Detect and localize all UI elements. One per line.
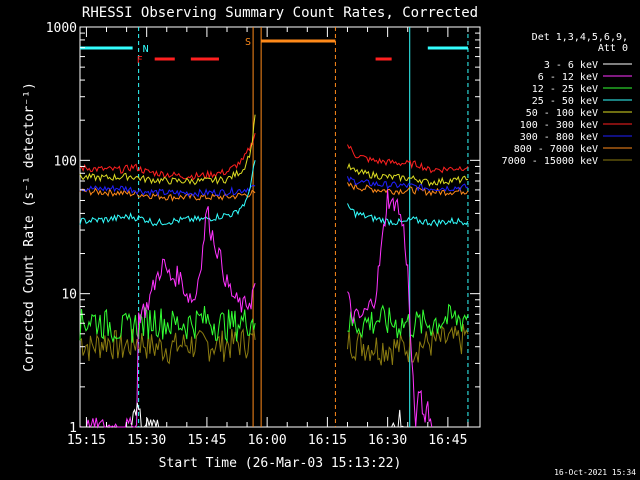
- legend-label-3: 25 - 50 keV: [532, 96, 598, 107]
- x-axis-label: Start Time (26-Mar-03 15:13:22): [159, 456, 402, 471]
- legend-label-4: 50 - 100 keV: [526, 108, 598, 119]
- x-tick-label-5: 16:30: [368, 433, 407, 448]
- legend-label-1: 6 - 12 keV: [538, 72, 598, 83]
- x-axis: 15:15 15:30 15:45 16:00 16:15 16:30 16:45: [67, 27, 469, 448]
- y-tick-label-0: 1: [69, 421, 77, 436]
- series-line-4-0: [79, 114, 256, 186]
- flag-S-label: S: [245, 37, 251, 48]
- legend-label-6: 300 - 800 keV: [520, 132, 598, 143]
- chart-title: RHESSI Observing Summary Count Rates, Co…: [82, 5, 478, 21]
- flag-group: NF S: [80, 37, 468, 66]
- series-line-5-1: [347, 144, 469, 174]
- series-line-0-1: [391, 409, 404, 428]
- y-tick-label-1: 10: [61, 288, 77, 303]
- series-line-4-1: [347, 162, 469, 187]
- series-line-3-0: [79, 160, 256, 227]
- vline-group: [138, 27, 469, 427]
- series-line-7-1: [347, 182, 469, 197]
- legend-label-5: 100 - 300 keV: [520, 120, 598, 131]
- legend-label-8: 7000 - 15000 keV: [502, 156, 598, 167]
- series-line-5-0: [79, 132, 256, 181]
- series-line-1-0: [79, 206, 256, 429]
- y-axis-label: Corrected Count Rate (s⁻¹ detector⁻¹): [22, 82, 37, 372]
- x-tick-label-0: 15:15: [67, 433, 106, 448]
- legend-label-0: 3 - 6 keV: [544, 60, 598, 71]
- flag-N-label: N: [143, 44, 149, 55]
- x-tick-label-3: 16:00: [248, 433, 287, 448]
- y-axis: 1 10 100 1000: [46, 21, 480, 436]
- y-tick-label-2: 100: [54, 154, 77, 169]
- x-tick-label-6: 16:45: [428, 433, 467, 448]
- series-line-0-0: [130, 402, 160, 428]
- series-group: [79, 114, 469, 429]
- series-line-2-0: [79, 306, 256, 344]
- x-tick-label-4: 16:15: [308, 433, 347, 448]
- x-tick-label-2: 15:45: [187, 433, 226, 448]
- legend-title-line-0: Det 1,3,4,5,6,9,: [532, 32, 628, 43]
- series-line-2-1: [347, 303, 469, 339]
- series-line-8-1: [347, 324, 469, 366]
- series-line-6-0: [79, 184, 256, 198]
- series-line-8-0: [79, 328, 256, 365]
- plot-frame: [79, 26, 481, 428]
- series-line-3-1: [347, 203, 469, 228]
- timestamp: 16-Oct-2021 15:34: [554, 468, 636, 477]
- flag-F-label: F: [137, 55, 143, 66]
- y-tick-label-3: 1000: [46, 21, 77, 36]
- legend-label-7: 800 - 7000 keV: [514, 144, 598, 155]
- series-line-1-1: [347, 189, 433, 428]
- legend-label-2: 12 - 25 keV: [532, 84, 598, 95]
- x-tick-label-1: 15:30: [127, 433, 166, 448]
- legend-title-line-1: Att 0: [598, 43, 628, 54]
- series-line-6-1: [347, 176, 469, 192]
